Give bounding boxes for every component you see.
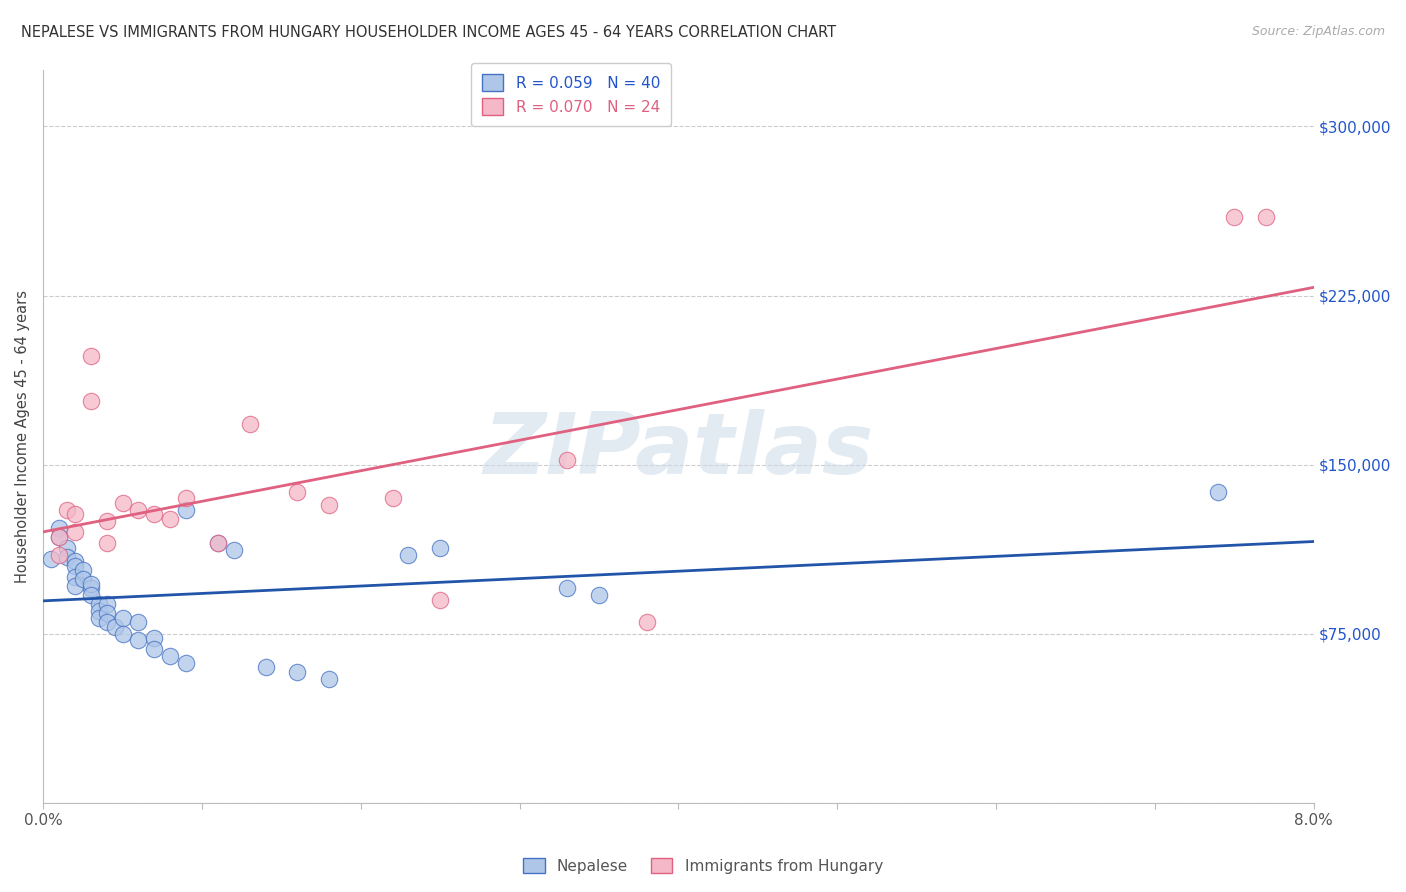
Point xyxy=(143,642,166,657)
Point xyxy=(111,496,134,510)
Point xyxy=(207,536,229,550)
Point xyxy=(96,597,118,611)
Point xyxy=(207,536,229,550)
Point xyxy=(87,597,110,611)
Point xyxy=(127,615,149,630)
Point xyxy=(588,588,610,602)
Point xyxy=(285,484,308,499)
Point xyxy=(111,611,134,625)
Point xyxy=(56,541,79,555)
Point xyxy=(63,570,86,584)
Point xyxy=(159,511,181,525)
Point xyxy=(48,530,70,544)
Point xyxy=(96,615,118,630)
Point xyxy=(48,520,70,534)
Point xyxy=(174,491,197,506)
Point xyxy=(80,394,103,409)
Point xyxy=(127,633,149,648)
Point xyxy=(96,536,118,550)
Point xyxy=(1208,484,1230,499)
Y-axis label: Householder Income Ages 45 - 64 years: Householder Income Ages 45 - 64 years xyxy=(15,290,30,582)
Point xyxy=(222,543,245,558)
Point xyxy=(80,349,103,363)
Point xyxy=(1223,210,1246,224)
Point xyxy=(429,541,451,555)
Point xyxy=(96,606,118,620)
Point xyxy=(63,579,86,593)
Point xyxy=(56,549,79,564)
Legend: Nepalese, Immigrants from Hungary: Nepalese, Immigrants from Hungary xyxy=(517,852,889,880)
Point xyxy=(111,626,134,640)
Point xyxy=(104,620,127,634)
Point xyxy=(87,604,110,618)
Point xyxy=(318,498,340,512)
Point xyxy=(143,631,166,645)
Point xyxy=(72,563,94,577)
Point xyxy=(39,552,62,566)
Text: Source: ZipAtlas.com: Source: ZipAtlas.com xyxy=(1251,25,1385,38)
Point xyxy=(96,514,118,528)
Point xyxy=(636,615,658,630)
Point xyxy=(48,548,70,562)
Point xyxy=(381,491,404,506)
Point xyxy=(239,417,262,431)
Point xyxy=(48,530,70,544)
Point xyxy=(555,453,578,467)
Point xyxy=(159,648,181,663)
Point xyxy=(63,558,86,573)
Point xyxy=(63,525,86,540)
Point xyxy=(56,502,79,516)
Text: NEPALESE VS IMMIGRANTS FROM HUNGARY HOUSEHOLDER INCOME AGES 45 - 64 YEARS CORREL: NEPALESE VS IMMIGRANTS FROM HUNGARY HOUS… xyxy=(21,25,837,40)
Point xyxy=(80,582,103,596)
Point xyxy=(80,577,103,591)
Point xyxy=(63,507,86,521)
Point xyxy=(174,656,197,670)
Point xyxy=(318,672,340,686)
Point xyxy=(80,588,103,602)
Point xyxy=(429,592,451,607)
Point xyxy=(143,507,166,521)
Point xyxy=(174,502,197,516)
Point xyxy=(72,573,94,587)
Point xyxy=(87,611,110,625)
Point xyxy=(398,548,420,562)
Point xyxy=(555,582,578,596)
Point xyxy=(63,554,86,568)
Point xyxy=(1254,210,1277,224)
Point xyxy=(127,502,149,516)
Point xyxy=(254,660,277,674)
Text: ZIPatlas: ZIPatlas xyxy=(484,409,873,492)
Legend: R = 0.059   N = 40, R = 0.070   N = 24: R = 0.059 N = 40, R = 0.070 N = 24 xyxy=(471,63,671,126)
Point xyxy=(285,665,308,679)
